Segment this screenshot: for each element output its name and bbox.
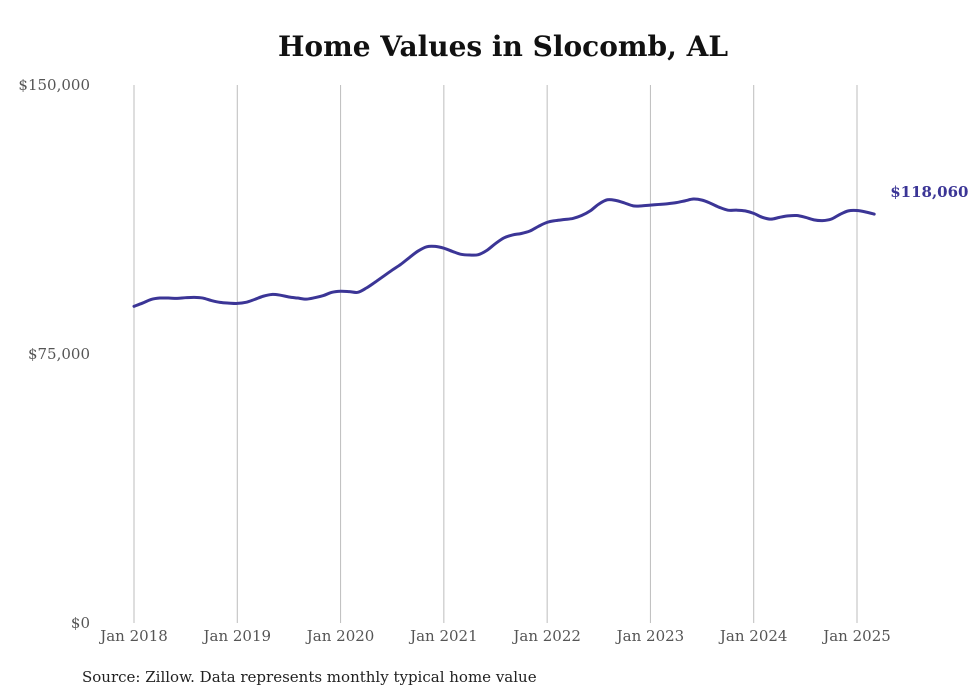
x-tick-label: Jan 2021 — [408, 627, 478, 645]
source-note: Source: Zillow. Data represents monthly … — [82, 668, 537, 686]
x-tick-label: Jan 2025 — [821, 627, 891, 645]
x-tick-label: Jan 2024 — [718, 627, 788, 645]
x-tick-label: Jan 2022 — [511, 627, 581, 645]
x-tick-label: Jan 2020 — [305, 627, 375, 645]
y-tick-label: $150,000 — [18, 76, 90, 94]
data-series: $118,060 — [132, 183, 968, 308]
series-end-label: $118,060 — [890, 183, 968, 201]
y-axis-labels: $0 $75,000 $150,000 — [18, 76, 90, 632]
x-tick-label: Jan 2023 — [615, 627, 685, 645]
x-tick-label: Jan 2018 — [98, 627, 168, 645]
x-axis-labels: Jan 2018 Jan 2019 Jan 2020 Jan 2021 Jan 2022… — [98, 627, 891, 645]
x-gridlines — [133, 85, 858, 623]
y-tick-label: $75,000 — [28, 345, 90, 363]
series-line — [132, 197, 876, 308]
y-tick-label: $0 — [71, 614, 90, 632]
x-tick-label: Jan 2019 — [202, 627, 272, 645]
chart-title: Home Values in Slocomb, AL — [277, 30, 729, 63]
